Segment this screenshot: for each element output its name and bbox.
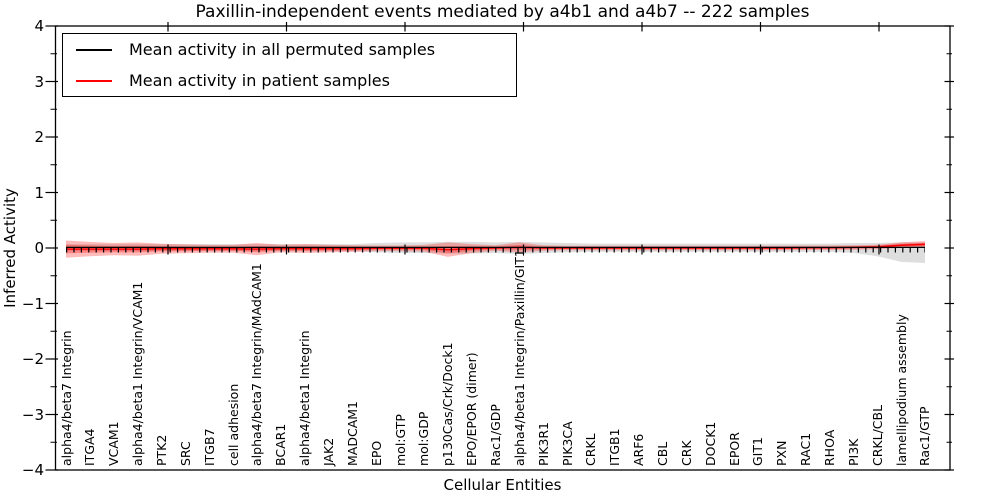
x-tick-label: ITGB1: [607, 428, 623, 466]
x-axis-label: Cellular Entities: [443, 476, 562, 494]
x-tick-label: PIK3CA: [559, 421, 575, 466]
x-tick-label: BCAR1: [273, 423, 289, 466]
x-tick-label: PI3K: [845, 438, 861, 466]
x-tick-label: mol:GTP: [392, 414, 408, 466]
legend-label: Mean activity in patient samples: [129, 71, 390, 90]
x-tick-label: MADCAM1: [344, 401, 360, 466]
x-tick-label: RHOA: [822, 429, 838, 466]
x-tick-label: cell adhesion: [225, 383, 241, 466]
x-tick-label: CRK: [678, 440, 694, 466]
x-tick-label: PIK3R1: [535, 421, 551, 466]
x-tick-label: ITGA4: [82, 428, 98, 466]
x-tick-label: SRC: [177, 441, 193, 466]
x-tick-label: CBL: [655, 441, 671, 466]
y-tick-label: −1: [21, 294, 44, 313]
y-tick-label: 4: [34, 17, 44, 35]
x-tick-label: ARF6: [631, 433, 647, 466]
legend-item: Mean activity in all permuted samples: [63, 40, 516, 59]
x-tick-label: VCAM1: [106, 421, 122, 466]
x-tick-label: Rac1/GDP: [487, 404, 503, 466]
y-tick-label: −4: [21, 461, 44, 479]
x-tick-label: DOCK1: [702, 421, 718, 466]
x-tick-label: PTK2: [153, 434, 169, 466]
legend-item: Mean activity in patient samples: [63, 71, 516, 90]
x-tick-label: Rac1/GTP: [917, 406, 933, 466]
x-tick-label: EPO: [368, 440, 384, 466]
x-tick-label: JAK2: [320, 437, 336, 466]
legend: Mean activity in all permuted samples Me…: [62, 33, 517, 97]
x-tick-label: EPOR: [726, 432, 742, 466]
y-tick-label: −3: [21, 405, 44, 424]
legend-line-sample-permuted: [76, 48, 112, 51]
chart-title: Paxillin-independent events mediated by …: [195, 2, 810, 22]
y-tick-label: −2: [21, 350, 44, 368]
x-tick-label: alpha4/beta1 Integrin/Paxillin/GIT1: [511, 249, 527, 466]
x-tick-label: PXN: [774, 440, 790, 466]
x-tick-label: RAC1: [798, 432, 814, 466]
y-tick-label: 2: [34, 128, 44, 146]
x-tick-label: GIT1: [750, 437, 766, 466]
x-tick-label: CRKL/CBL: [869, 404, 885, 466]
legend-line-sample-patient: [76, 79, 112, 82]
x-tick-label: lamellipodium assembly: [893, 314, 909, 466]
y-tick-label: 0: [34, 239, 44, 257]
x-tick-label: ITGB7: [201, 428, 217, 466]
x-tick-label: CRKL: [583, 433, 599, 466]
y-tick-label: 1: [34, 183, 44, 202]
y-tick-label: 3: [34, 72, 44, 91]
x-tick-label: alpha4/beta7 Integrin/MAdCAM1: [249, 263, 265, 466]
legend-label: Mean activity in all permuted samples: [129, 40, 436, 59]
x-tick-label: alpha4/beta7 Integrin: [58, 330, 74, 466]
x-tick-label: mol:GDP: [416, 411, 432, 466]
x-tick-label: p130Cas/Crk/Dock1: [440, 342, 456, 466]
x-tick-label: alpha4/beta1 Integrin: [297, 330, 313, 466]
x-tick-label: alpha4/beta1 Integrin/VCAM1: [130, 281, 146, 466]
x-tick-label: EPO/EPOR (dimer): [464, 352, 480, 466]
